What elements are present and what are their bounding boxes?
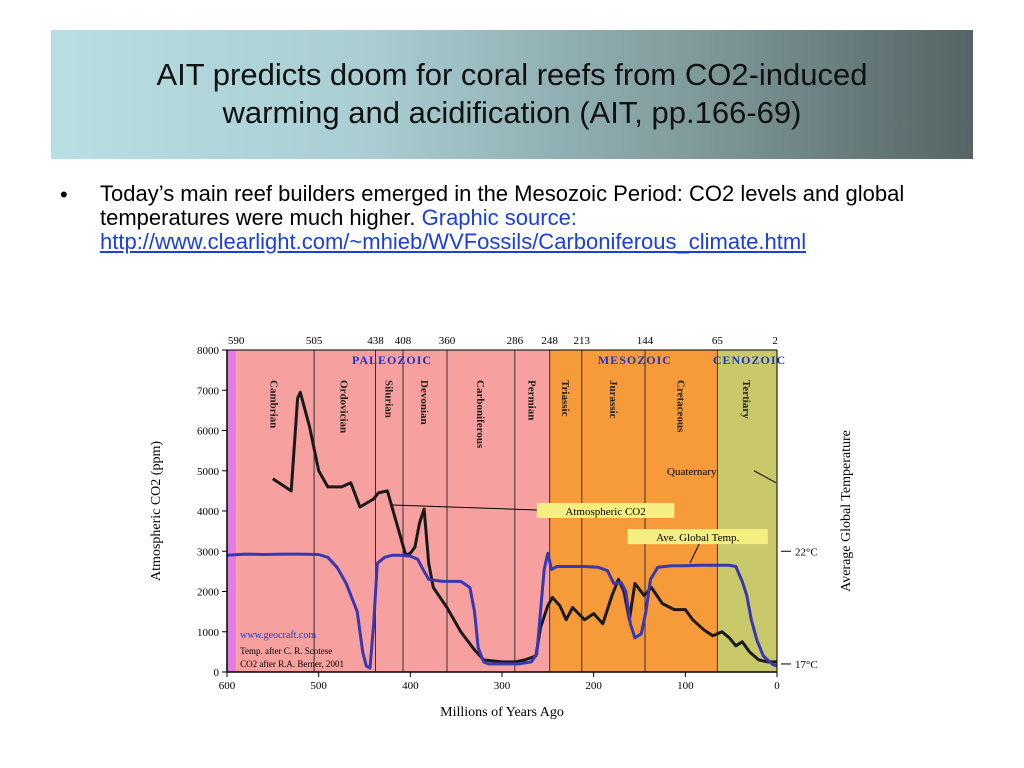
x-tick-label: 100: [677, 680, 694, 692]
y-tick-label: 5000: [197, 466, 220, 478]
co2-label-box: [536, 502, 675, 518]
slide-title-line2: warming and acidification (AIT, pp.166-6…: [222, 95, 802, 130]
y-tick-label: 6000: [197, 426, 220, 438]
quaternary-pointer: [753, 470, 777, 484]
period-label: Jurassic: [607, 380, 619, 419]
era-label: PALEOZOIC: [352, 353, 432, 367]
bullet-paragraph: Today’s main reef builders emerged in th…: [100, 182, 970, 254]
precambrian-band: [227, 350, 237, 672]
top-tick-label: 438: [367, 335, 384, 347]
x-tick-label: 0: [774, 680, 780, 692]
y-tick-label: 7000: [197, 385, 220, 397]
quaternary-label: Quaternary: [667, 466, 717, 478]
top-tick-label: 248: [541, 335, 558, 347]
co2-credit: CO2 after R.A. Berner, 2001: [240, 659, 344, 669]
period-label: Triassic: [559, 380, 571, 417]
y-tick-label: 4000: [197, 506, 220, 518]
period-label: Silurian: [382, 380, 394, 418]
top-tick-label: 408: [395, 335, 412, 347]
y-tick-label: 1000: [197, 627, 220, 639]
bullet-marker: •: [60, 182, 68, 207]
temp-label: Ave. Global Temp.: [656, 532, 739, 544]
x-tick-label: 500: [310, 680, 327, 692]
y-tick-label: 3000: [197, 546, 220, 558]
bullet-body-text: Today’s main reef builders emerged in th…: [100, 181, 905, 230]
top-tick-label: 213: [574, 335, 591, 347]
y-tick-label: 0: [214, 667, 220, 679]
y2-axis-title: Average Global Temperature: [839, 430, 854, 592]
source-link[interactable]: http://www.clearlight.com/~mhieb/WVFossi…: [100, 229, 807, 254]
x-tick-label: 400: [402, 680, 419, 692]
website-credit: www.geocraft.com: [240, 630, 316, 641]
co2-label-pointer: [391, 504, 537, 511]
slide-title: AIT predicts doom for coral reefs from C…: [51, 56, 973, 132]
top-tick-label: 2: [772, 335, 778, 347]
cenozoic-band: [717, 350, 777, 672]
period-label: Carboniferous: [474, 380, 486, 449]
period-label: Tertiary: [740, 380, 752, 419]
x-axis-title: Millions of Years Ago: [440, 705, 564, 720]
top-tick-label: 286: [507, 335, 524, 347]
co2-label: Atmospheric CO2: [565, 506, 645, 518]
y-tick-label: 2000: [197, 587, 220, 599]
temp-credit: Temp. after C. R. Scotese: [240, 646, 332, 656]
period-label: Permian: [525, 380, 537, 420]
temp-tick-label: 22°C: [795, 546, 818, 558]
source-label: Graphic source:: [421, 205, 577, 230]
top-tick-label: 144: [637, 335, 654, 347]
top-tick-label: 360: [439, 335, 456, 347]
slide-title-line1: AIT predicts doom for coral reefs from C…: [156, 57, 868, 92]
temp-tick-label: 17°C: [795, 659, 818, 671]
era-label: CENOZOIC: [713, 353, 786, 367]
x-tick-label: 200: [585, 680, 602, 692]
top-tick-label: 590: [228, 335, 245, 347]
period-label: Cambrian: [268, 380, 280, 428]
co2-temperature-chart: Atmospheric CO2 Ave. Global Temp. Quaterna…: [149, 335, 854, 720]
temperature-series-line: [227, 551, 777, 670]
top-tick-label: 65: [712, 335, 724, 347]
period-label: Cretaceous: [675, 380, 687, 433]
x-tick-label: 600: [219, 680, 236, 692]
temp-label-pointer: [689, 543, 700, 564]
era-label: MESOZOIC: [598, 353, 672, 367]
title-banner: AIT predicts doom for coral reefs from C…: [51, 30, 973, 159]
x-tick-label: 300: [494, 680, 511, 692]
top-tick-label: 505: [306, 335, 323, 347]
temp-label-box: [627, 529, 768, 545]
y-axis-title: Atmospheric CO2 (ppm): [149, 441, 164, 581]
period-label: Devonian: [418, 380, 430, 425]
y-tick-label: 8000: [197, 345, 220, 357]
period-label: Ordovician: [337, 380, 349, 433]
